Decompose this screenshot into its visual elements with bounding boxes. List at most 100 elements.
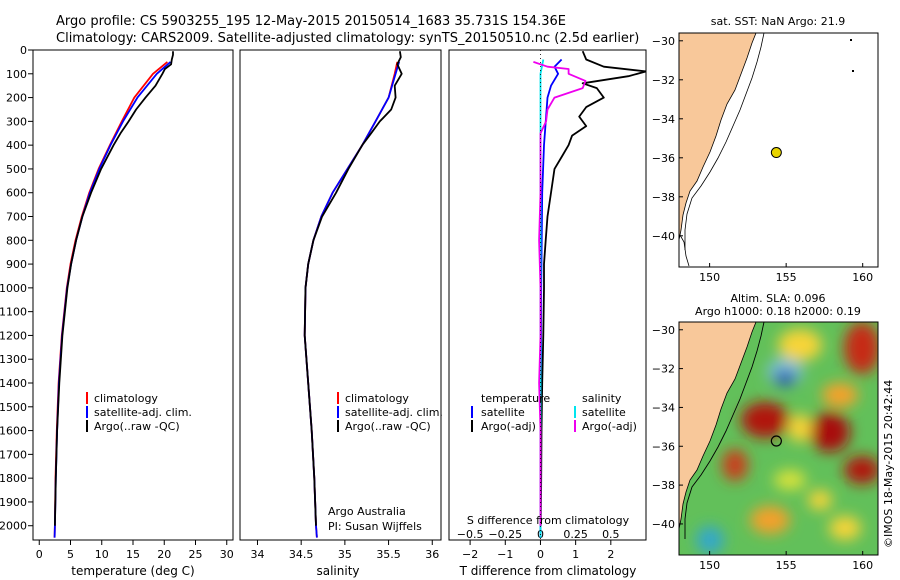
legend-title-temperature: temperature <box>481 392 550 405</box>
depth-tick-label: 900 <box>6 258 27 271</box>
map-lat-label: −32 <box>652 363 675 376</box>
map-lon-label: 160 <box>852 271 873 284</box>
series-line-climatology <box>303 61 399 538</box>
salinity-x-axis: 34 34.5 35 35.5 36 <box>250 540 439 561</box>
map-lon-label: 150 <box>699 559 720 572</box>
difference-legend: temperature salinity satellite Argo(-adj… <box>471 392 637 433</box>
depth-tick-label: 800 <box>6 234 27 247</box>
depth-tick-label: 0 <box>20 44 27 57</box>
map-lat-label: −38 <box>652 479 675 492</box>
annotation-line-1: Argo Australia <box>328 505 406 518</box>
map-lat-label: −34 <box>652 113 675 126</box>
series-line-temperature-argo-adj- <box>539 50 646 526</box>
depth-tick-label: 1100 <box>0 306 27 319</box>
temperature-panel <box>32 49 234 541</box>
argo-float-marker <box>770 147 782 159</box>
difference-xlabel2: S difference from climatology <box>467 514 630 527</box>
map-lon-label: 155 <box>776 559 797 572</box>
sla-map-title-1: Altim. SLA: 0.096 <box>730 292 825 305</box>
argo-float-marker <box>770 435 782 447</box>
header-line-1: Argo profile: CS 5903255_195 12-May-2015… <box>56 14 566 29</box>
map-lat-label: −34 <box>652 401 675 414</box>
depth-tick-label: 1800 <box>0 472 27 485</box>
x-tick-label: 25 <box>189 548 203 561</box>
x-tick-label: 2 <box>607 548 614 561</box>
depth-axis: 0 100 200 300 400 500 600 700 800 900 1000 1100 1200… <box>0 44 33 533</box>
x2-tick-label: −0.5 <box>457 528 484 541</box>
sst-speckle <box>850 39 852 41</box>
depth-tick-label: 300 <box>6 115 27 128</box>
salinity-legend: climatology satellite-adj. clim. Argo(..… <box>337 392 443 433</box>
series-line-argo-raw-qc- <box>54 51 174 526</box>
x2-tick-label: 0.5 <box>602 528 620 541</box>
map-lat-label: −32 <box>652 74 675 87</box>
x-tick-label: 36 <box>425 548 439 561</box>
depth-tick-label: 2000 <box>0 520 27 533</box>
depth-tick-label: 600 <box>6 187 27 200</box>
depth-tick-label: 100 <box>6 68 27 81</box>
sla-isobath <box>684 322 765 539</box>
depth-tick-label: 200 <box>6 92 27 105</box>
map-lat-label: −36 <box>652 440 675 453</box>
x2-tick-label: 0.25 <box>563 528 588 541</box>
map-lat-label: −36 <box>652 152 675 165</box>
x-tick-label: 20 <box>157 548 171 561</box>
x2-tick-label: −0.25 <box>488 528 522 541</box>
series-line-climatology <box>53 61 168 538</box>
salinity-series <box>303 51 403 538</box>
legend-label-sal-argo: Argo(-adj) <box>582 420 637 433</box>
credit-stamp: ©IMOS 18-May-2015 20:42:44 <box>882 380 895 548</box>
sst-isobath <box>684 33 765 250</box>
difference-series <box>533 50 646 540</box>
temperature-series <box>53 51 174 538</box>
map-lat-label: −38 <box>652 191 675 204</box>
legend-label-temp-satellite: satellite <box>481 406 525 419</box>
x-tick-label: 0 <box>36 548 43 561</box>
sst-coast-tip <box>679 234 690 267</box>
x-tick-label: −2 <box>462 548 478 561</box>
depth-tick-label: 1500 <box>0 401 27 414</box>
legend-label-argo: Argo(..raw -QC) <box>345 420 431 433</box>
depth-tick-label: 400 <box>6 139 27 152</box>
sst-map-title: sat. SST: NaN Argo: 21.9 <box>711 15 845 28</box>
map-lon-label: 150 <box>699 271 720 284</box>
salinity-xlabel: salinity <box>316 564 359 578</box>
series-line-argo-raw-qc- <box>303 51 403 526</box>
depth-tick-label: 1700 <box>0 448 27 461</box>
sla-map-frame <box>678 321 879 556</box>
series-line-salinity-argo-adj- <box>533 61 587 526</box>
x-tick-label: 5 <box>67 548 74 561</box>
series-line-satellite-adj-clim- <box>303 61 400 538</box>
x-tick-label: 34 <box>250 548 264 561</box>
map-lat-label: −40 <box>652 518 675 531</box>
difference-x-axis: −2 −1 0 1 2−0.5 −0.25 0 0.25 0.5 <box>457 528 620 561</box>
map-lat-label: −30 <box>652 324 675 337</box>
salinity-panel <box>239 49 442 541</box>
depth-tick-label: 700 <box>6 211 27 224</box>
sst-land <box>679 33 757 241</box>
temperature-legend: climatology satellite-adj. clim. Argo(..… <box>86 392 192 433</box>
difference-xlabel: T difference from climatology <box>459 564 637 578</box>
legend-label-sal-satellite: satellite <box>582 406 626 419</box>
depth-tick-label: 1600 <box>0 425 27 438</box>
sla-map-title-2: Argo h1000: 0.18 h2000: 0.19 <box>695 305 861 318</box>
x-tick-label: 10 <box>95 548 109 561</box>
legend-label-temp-argo: Argo(-adj) <box>481 420 536 433</box>
sst-map-axes: 150 155 160 −30 −32 −34 −36 −38 −40 <box>652 35 873 284</box>
x-tick-label: 35.5 <box>376 548 401 561</box>
legend-title-salinity: salinity <box>582 392 622 405</box>
x-tick-label: −1 <box>497 548 513 561</box>
depth-tick-label: 1300 <box>0 353 27 366</box>
temperature-x-axis: 0 5 10 15 20 25 30 <box>36 540 234 561</box>
x-tick-label: 15 <box>126 548 140 561</box>
x-tick-label: 34.5 <box>289 548 314 561</box>
depth-tick-label: 1900 <box>0 496 27 509</box>
series-line-satellite-adj-clim- <box>53 61 172 538</box>
x-tick-label: 1 <box>572 548 579 561</box>
annotation-line-2: PI: Susan Wijffels <box>328 520 422 533</box>
sla-map <box>679 322 878 555</box>
depth-tick-label: 1400 <box>0 377 27 390</box>
legend-label-climatology: climatology <box>94 392 158 405</box>
legend-label-satellite: satellite-adj. clim. <box>94 406 192 419</box>
